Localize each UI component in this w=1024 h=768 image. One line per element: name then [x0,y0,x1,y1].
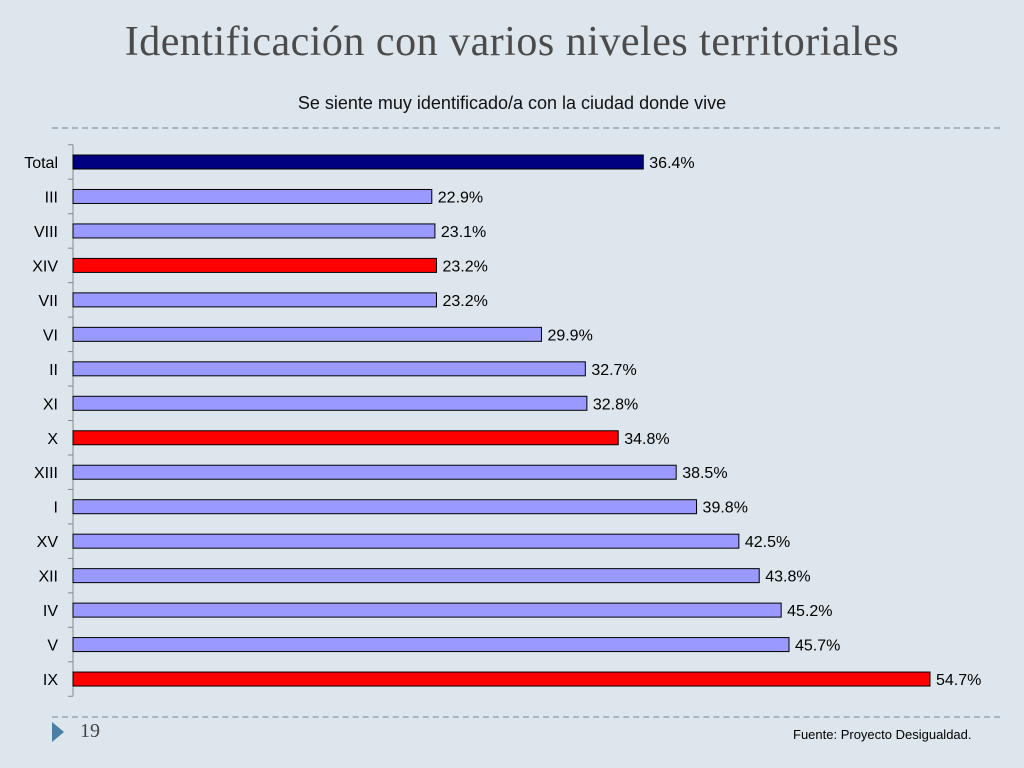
data-label: 32.7% [591,362,636,379]
page-number: 19 [80,720,100,742]
category-label: XII [38,569,58,586]
slide-title: Identificación con varios niveles territ… [124,19,900,65]
category-label: XIII [34,465,58,482]
bar [72,533,740,549]
category-label: VI [43,327,58,344]
data-label: 36.4% [649,155,694,172]
category-label: I [54,500,58,517]
bar [72,430,619,446]
bottom-divider [52,716,1000,718]
bar [72,361,586,377]
data-label: 23.2% [442,293,487,310]
bar [72,568,760,584]
category-label: XV [37,534,59,551]
data-label: 23.1% [441,224,486,241]
triangle-arrow-icon [52,722,64,742]
data-label: 45.7% [795,638,840,655]
bar [72,602,782,618]
data-label: 43.8% [765,569,810,586]
data-label: 29.9% [547,327,592,344]
bar [72,671,931,687]
category-label: Total [24,155,58,172]
bar [72,292,437,308]
data-label: 22.9% [438,189,483,206]
bar [72,223,436,239]
bar [72,154,644,170]
category-label: XIV [32,258,58,275]
bar [72,326,542,342]
category-label: VIII [34,224,58,241]
category-label: IV [43,603,58,620]
bar [72,395,588,411]
bar [72,637,790,653]
data-label: 39.8% [703,500,748,517]
bar [72,188,433,204]
category-label: IX [43,672,58,689]
data-label: 42.5% [745,534,790,551]
data-label: 38.5% [682,465,727,482]
category-label: II [49,362,58,379]
category-label: III [45,189,58,206]
source-note: Fuente: Proyecto Desigualdad. [793,727,972,742]
category-label: VII [38,293,58,310]
top-divider [52,127,1000,129]
category-label: V [47,638,58,655]
data-label: 32.8% [593,396,638,413]
data-label: 34.8% [624,431,669,448]
data-label: 54.7% [936,672,981,689]
bar [72,499,698,515]
data-label: 45.2% [787,603,832,620]
data-label: 23.2% [442,258,487,275]
chart-title: Se siente muy identificado/a con la ciud… [297,93,727,113]
category-label: XI [43,396,58,413]
bar [72,257,437,273]
category-label: X [47,431,58,448]
bar [72,464,677,480]
